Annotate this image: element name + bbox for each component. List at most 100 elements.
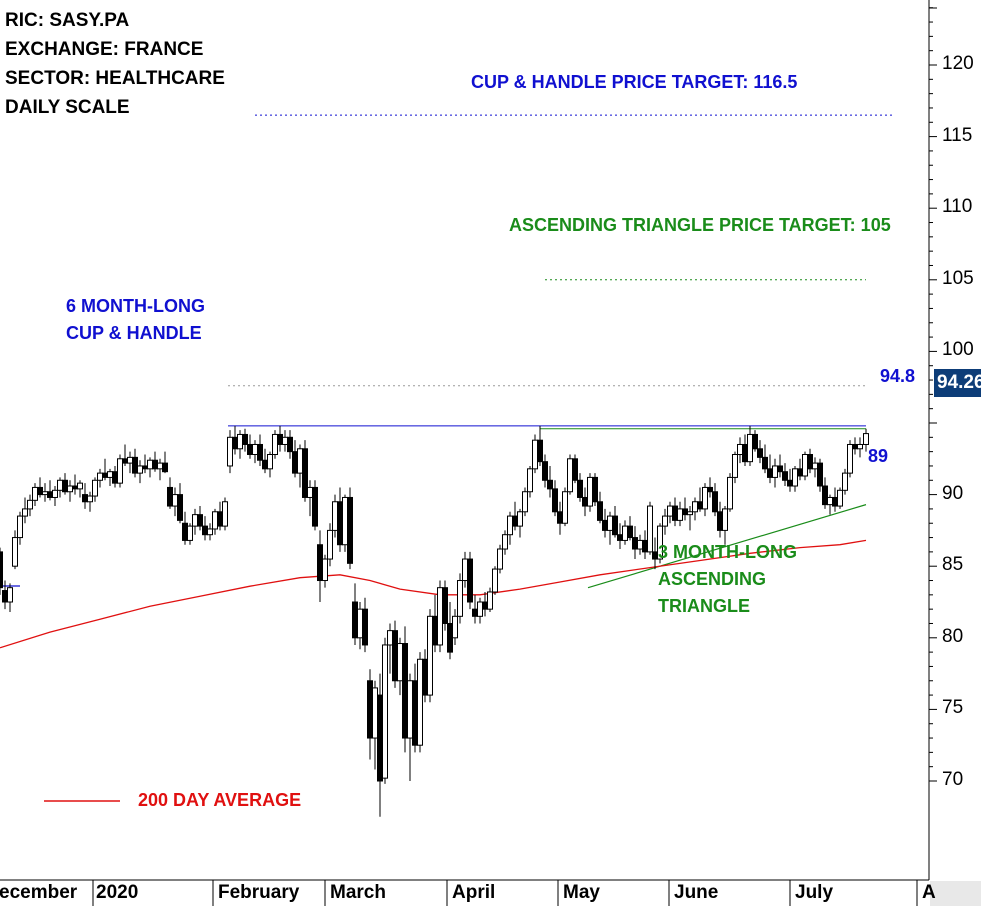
candle [377,673,383,817]
candle-body [97,472,103,481]
candle-body [267,454,273,470]
candle-body [397,643,403,682]
candle-body [562,491,568,524]
candle [437,580,443,653]
candle [42,483,48,502]
candle-body [627,525,633,539]
candle-body [863,433,869,445]
x-tick-label: ecember [0,882,78,903]
candle [287,430,293,459]
candle [702,483,708,517]
x-tick-label: 2020 [96,882,139,903]
candle [782,463,788,487]
candle [412,663,418,753]
candle-body [657,525,663,560]
candle [352,583,358,645]
candle-body [77,482,83,490]
candle-body [287,436,293,453]
candle [582,487,588,517]
candle-body [842,472,848,491]
candle [112,465,118,488]
candle-body [702,486,708,510]
y-tick-label: 105 [942,267,974,289]
candle [77,480,83,498]
candle-body [412,680,418,746]
candle-body [737,443,743,456]
candle-body [382,644,388,779]
candle-body [37,486,43,496]
candle-body [527,468,533,493]
candle-body [32,486,38,501]
candle [622,520,628,545]
candle [337,487,343,552]
candle-body [312,486,318,527]
candle-body [297,448,303,474]
candle [692,497,698,521]
candle-body [542,461,548,481]
candle [447,602,453,660]
candle-body [722,508,728,531]
candle-body [327,529,333,560]
candle [317,530,323,602]
candle-body [182,522,188,541]
candle-body [787,479,793,487]
candle [627,516,633,541]
candle-body [637,539,643,550]
candle-body [207,528,213,536]
triangle-pattern-line-2: ASCENDING [658,569,767,589]
candle-body [352,601,358,639]
candle [662,508,668,535]
candle [0,547,3,595]
candle [47,480,53,501]
candle-body [822,485,828,506]
candle [577,473,583,502]
candle [132,448,138,478]
candle [367,669,373,760]
x-tick-label: April [452,882,496,903]
x-tick-label: February [218,882,300,903]
candle [372,680,378,770]
candle [612,506,618,538]
candle [707,477,713,498]
candle [97,468,103,488]
candle-body [742,443,748,463]
candle [202,516,208,541]
candle-body [767,468,773,478]
candle-body [387,630,393,646]
candle-body [432,615,438,646]
candle [502,530,508,555]
candle-body [807,454,813,470]
candle [532,434,538,474]
candle [762,444,768,474]
candle [312,480,318,531]
candle [637,534,643,555]
candle-body [762,456,768,470]
candle [722,506,728,545]
candle-body [612,515,618,536]
candle-body [147,459,153,470]
candle-body [137,465,143,474]
candle-body [22,508,28,517]
triangle-pattern-line-1: 3 MONTH-LONG [658,542,797,562]
candle [747,425,753,466]
candle [562,487,568,527]
candle-body [497,548,503,570]
triangle-pattern-label: 3 MONTH-LONG ASCENDING TRIANGLE [658,539,797,620]
candle [427,609,433,703]
candle-body [252,443,258,456]
candle [12,530,18,570]
candle [272,430,278,459]
candle [652,537,658,570]
candle [207,523,213,541]
candle-body [102,472,108,478]
candle [487,587,493,613]
candle [657,523,663,564]
candle-body [617,534,623,541]
candle-body [847,443,853,474]
candle [212,508,218,535]
candle-body [667,505,673,517]
candle-body [772,465,778,478]
candle [392,620,398,688]
candle [462,551,468,588]
